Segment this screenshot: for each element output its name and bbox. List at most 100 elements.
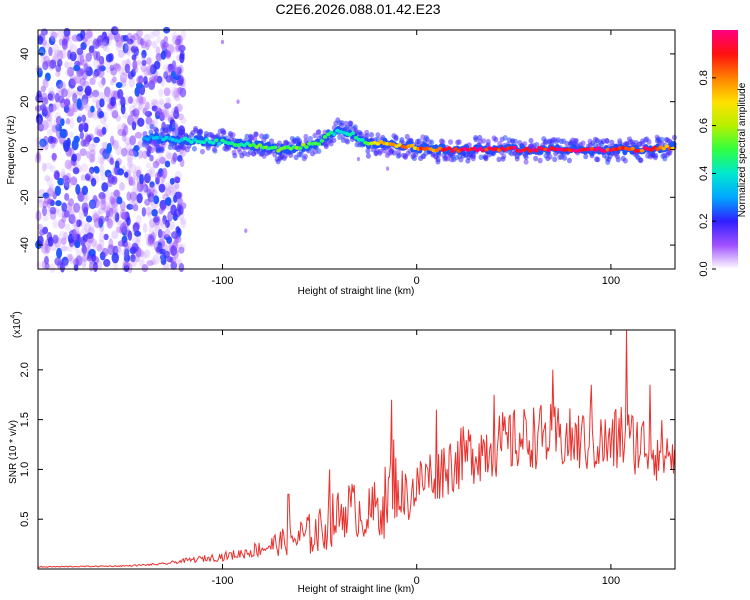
noise-blob bbox=[132, 171, 139, 181]
noise-blob bbox=[75, 184, 81, 195]
noise-blob bbox=[136, 95, 144, 106]
noise-blob bbox=[172, 152, 178, 163]
noise-blob bbox=[171, 231, 179, 239]
noise-blob bbox=[46, 176, 54, 188]
noise-blob bbox=[58, 230, 66, 242]
noise-blob bbox=[127, 96, 134, 104]
ridge-halo bbox=[331, 137, 337, 144]
ridge-halo bbox=[252, 136, 258, 142]
spectrogram-ridge-layer bbox=[141, 117, 677, 165]
noise-blob bbox=[68, 78, 76, 89]
ridge-core bbox=[471, 146, 477, 151]
noise-blob bbox=[142, 66, 148, 77]
ridge-core bbox=[546, 148, 552, 153]
ridge-core bbox=[210, 140, 216, 145]
noise-blob bbox=[159, 156, 167, 165]
noise-blob bbox=[134, 131, 143, 139]
noise-blob bbox=[168, 44, 176, 55]
noise-blob bbox=[81, 163, 89, 173]
noise-blob bbox=[81, 114, 87, 123]
noise-blob bbox=[142, 222, 148, 233]
noise-blob bbox=[145, 57, 152, 65]
noise-blob bbox=[89, 155, 95, 163]
noise-blob bbox=[95, 124, 102, 134]
noise-blob bbox=[123, 253, 131, 263]
snr-y-tick-label: 0.5 bbox=[19, 512, 31, 527]
noise-blob bbox=[73, 202, 81, 213]
noise-blob bbox=[166, 44, 175, 54]
ridge-halo bbox=[295, 136, 301, 142]
noise-blob bbox=[169, 221, 176, 231]
noise-blob bbox=[76, 219, 83, 227]
noise-blob bbox=[47, 236, 54, 247]
ridge-halo bbox=[269, 138, 275, 144]
noise-blob bbox=[88, 45, 95, 54]
ridge-halo bbox=[445, 155, 451, 162]
noise-blob bbox=[163, 112, 171, 121]
noise-blob bbox=[149, 31, 155, 39]
noise-blob bbox=[85, 31, 94, 38]
noise-blob bbox=[134, 230, 142, 237]
ridge-halo bbox=[622, 157, 628, 164]
noise-blob bbox=[66, 245, 74, 252]
ridge-halo bbox=[473, 136, 479, 143]
noise-blob bbox=[42, 205, 47, 217]
noise-blob bbox=[91, 93, 99, 104]
colorbar: 0.0 0.2 0.4 0.6 0.8 Normalized spectral ampl… bbox=[698, 30, 748, 277]
ridge-halo bbox=[483, 154, 489, 161]
ridge-core bbox=[447, 146, 452, 151]
noise-blob bbox=[50, 136, 57, 144]
noise-blob bbox=[47, 186, 54, 198]
noise-blob bbox=[91, 238, 97, 248]
ridge-core bbox=[145, 137, 151, 142]
noise-blob bbox=[178, 44, 186, 52]
noise-blob bbox=[54, 123, 60, 134]
noise-blob bbox=[86, 169, 94, 177]
noise-blob bbox=[103, 111, 108, 122]
ridge-halo bbox=[481, 138, 487, 144]
ridge-core bbox=[201, 140, 207, 145]
noise-blob bbox=[137, 140, 143, 149]
noise-blob bbox=[174, 184, 180, 194]
ridge-halo bbox=[594, 156, 600, 163]
noise-blob bbox=[98, 215, 105, 225]
noise-blob bbox=[67, 86, 73, 98]
noise-blob bbox=[175, 191, 183, 200]
ridge-halo bbox=[178, 130, 184, 136]
noise-blob bbox=[99, 41, 107, 48]
noise-blob bbox=[154, 223, 161, 232]
noise-blob bbox=[52, 137, 59, 145]
noise-blob bbox=[58, 95, 65, 104]
noise-blob bbox=[97, 259, 103, 271]
ridge-halo bbox=[344, 137, 350, 144]
colorbar-ticks: 0.0 0.2 0.4 0.6 0.8 bbox=[698, 70, 716, 277]
noise-blob bbox=[170, 70, 176, 79]
noise-blob bbox=[47, 105, 55, 117]
noise-blob bbox=[152, 216, 160, 223]
noise-blob bbox=[54, 257, 62, 266]
noise-blob bbox=[72, 167, 80, 175]
noise-blob bbox=[128, 113, 134, 121]
noise-blob bbox=[68, 210, 76, 221]
noise-blob bbox=[44, 162, 53, 170]
noise-blob bbox=[120, 104, 126, 115]
noise-blob bbox=[65, 179, 73, 189]
ridge-core bbox=[158, 135, 163, 139]
noise-blob bbox=[36, 145, 45, 152]
noise-blob bbox=[165, 96, 171, 105]
noise-blob bbox=[61, 39, 68, 50]
noise-blob bbox=[124, 63, 131, 74]
noise-blob bbox=[150, 98, 158, 106]
noise-blob bbox=[179, 87, 187, 98]
noise-blob bbox=[128, 148, 137, 157]
noise-blob bbox=[84, 36, 91, 47]
noise-blob bbox=[98, 80, 105, 88]
noise-blob bbox=[120, 211, 128, 221]
noise-blob bbox=[139, 174, 144, 185]
ridge-halo bbox=[281, 155, 287, 161]
noise-speck bbox=[356, 156, 361, 162]
noise-blob bbox=[71, 102, 77, 111]
noise-blob bbox=[106, 246, 112, 254]
ridge-core bbox=[450, 149, 455, 154]
spectrogram-x-tick-label: 100 bbox=[602, 275, 620, 287]
